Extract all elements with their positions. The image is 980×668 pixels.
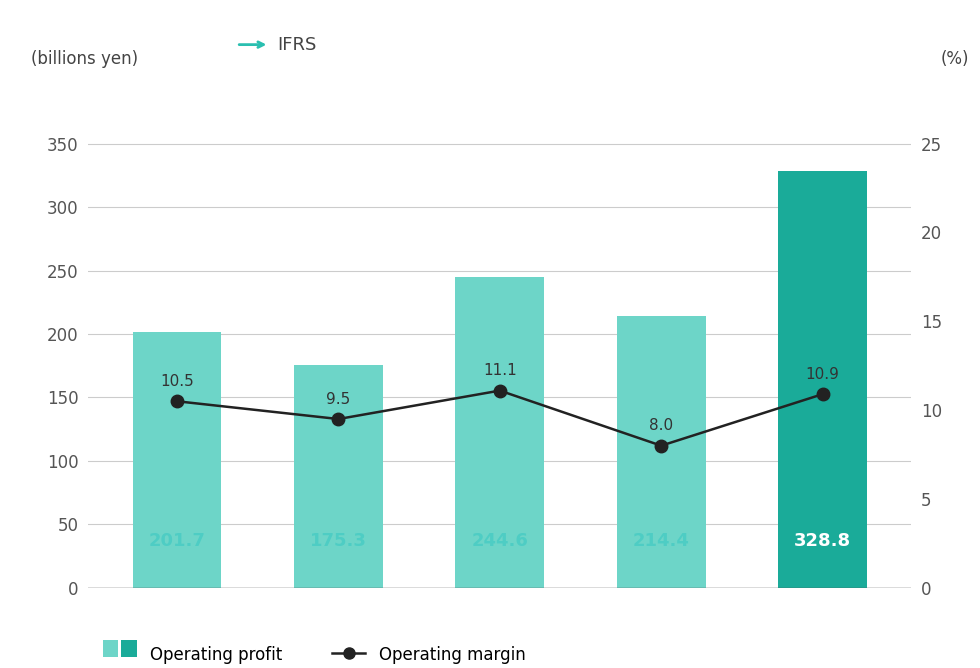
Text: 9.5: 9.5 xyxy=(326,391,351,407)
Legend: Operating profit, Operating margin: Operating profit, Operating margin xyxy=(97,639,532,668)
Text: 175.3: 175.3 xyxy=(310,532,367,550)
Text: 8.0: 8.0 xyxy=(649,418,673,434)
Text: (billions yen): (billions yen) xyxy=(30,49,138,67)
Bar xyxy=(616,316,706,588)
Text: 11.1: 11.1 xyxy=(483,363,516,378)
Bar xyxy=(778,170,867,588)
Text: 244.6: 244.6 xyxy=(471,532,528,550)
Bar xyxy=(456,277,544,588)
Text: (%): (%) xyxy=(941,49,969,67)
Text: 328.8: 328.8 xyxy=(794,532,852,550)
Bar xyxy=(294,365,383,588)
Text: 10.5: 10.5 xyxy=(160,374,194,389)
Bar xyxy=(132,332,221,588)
Text: 201.7: 201.7 xyxy=(149,532,206,550)
Text: IFRS: IFRS xyxy=(277,35,317,53)
Text: 214.4: 214.4 xyxy=(633,532,690,550)
Text: 10.9: 10.9 xyxy=(806,367,840,381)
